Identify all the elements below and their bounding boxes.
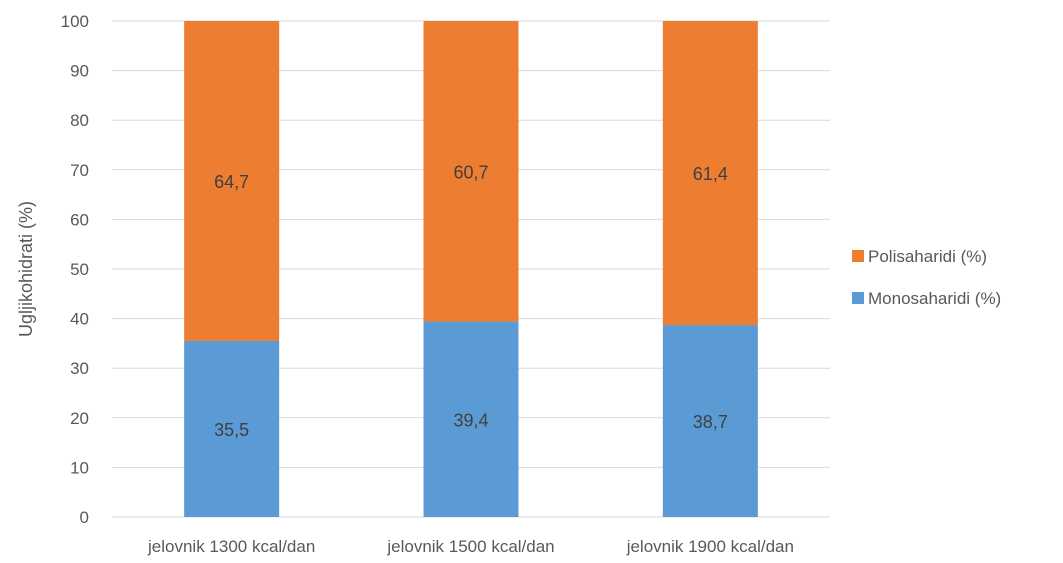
y-tick-label: 10 [70,458,89,477]
y-tick-label: 0 [80,508,89,527]
x-tick-label: jelovnik 1900 kcal/dan [626,537,794,556]
x-tick-label: jelovnik 1500 kcal/dan [386,537,554,556]
legend: Polisaharidi (%) Monosaharidi (%) [852,247,1001,308]
x-axis-ticks: jelovnik 1300 kcal/dan jelovnik 1500 kcal… [147,537,794,556]
y-tick-label: 50 [70,260,89,279]
bar-polisaharidi [184,21,280,341]
legend-swatch [852,250,864,262]
y-tick-label: 60 [70,210,89,229]
data-label: 39,4 [453,410,488,430]
bar-monosaharidi [423,321,519,517]
bar-monosaharidi [662,325,758,517]
y-axis-ticks: 0 10 20 30 40 50 60 70 80 90 100 [61,12,89,527]
bar-polisaharidi [662,21,758,326]
data-label: 60,7 [453,162,488,182]
data-labels: 35,5 64,7 39,4 60,7 38,7 61,4 [214,162,728,440]
y-tick-label: 20 [70,409,89,428]
y-tick-label: 70 [70,161,89,180]
y-tick-label: 30 [70,359,89,378]
data-label: 35,5 [214,420,249,440]
y-tick-label: 100 [61,12,89,31]
bar-monosaharidi [184,340,280,517]
data-label: 64,7 [214,172,249,192]
y-tick-label: 80 [70,111,89,130]
y-tick-label: 90 [70,62,89,81]
bar-polisaharidi [423,21,519,322]
y-axis-title: Ugljikohidrati (%) [16,201,36,337]
legend-label: Monosaharidi (%) [868,289,1001,308]
legend-label: Polisaharidi (%) [868,247,987,266]
y-tick-label: 40 [70,310,89,329]
bars [184,21,758,517]
legend-swatch [852,292,864,304]
x-tick-label: jelovnik 1300 kcal/dan [147,537,315,556]
data-label: 61,4 [693,164,728,184]
data-label: 38,7 [693,412,728,432]
